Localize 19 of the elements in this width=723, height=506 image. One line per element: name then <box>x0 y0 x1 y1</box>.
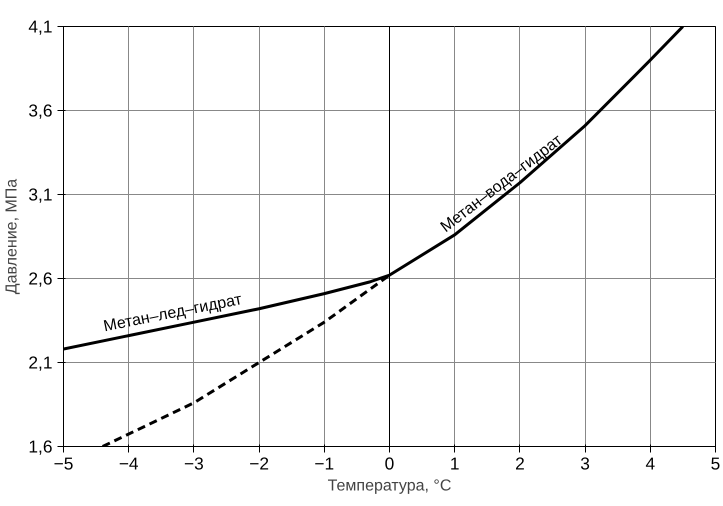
x-tick-label: −2 <box>249 454 269 474</box>
x-tick-label: 5 <box>710 454 720 474</box>
y-tick-label: 3,6 <box>28 100 53 120</box>
x-tick-label: −1 <box>314 454 334 474</box>
y-axis-title: Давление, МПа <box>3 178 20 294</box>
x-tick-label: 4 <box>645 454 656 474</box>
x-axis-title: Температура, °C <box>328 478 452 494</box>
x-tick-label: 1 <box>450 454 460 474</box>
y-tick-label: 1,6 <box>28 436 53 456</box>
x-tick-label: 3 <box>580 454 590 474</box>
x-tick-label: 0 <box>384 454 394 474</box>
x-tick-label: −5 <box>54 454 74 474</box>
y-tick-label: 2,6 <box>28 268 53 288</box>
y-tick-label: 4,1 <box>28 16 53 36</box>
x-tick-label: 2 <box>515 454 525 474</box>
x-tick-label: −4 <box>118 454 139 474</box>
x-tick-label: −3 <box>184 454 204 474</box>
y-tick-label: 3,1 <box>28 184 53 204</box>
y-tick-label: 2,1 <box>28 352 53 372</box>
